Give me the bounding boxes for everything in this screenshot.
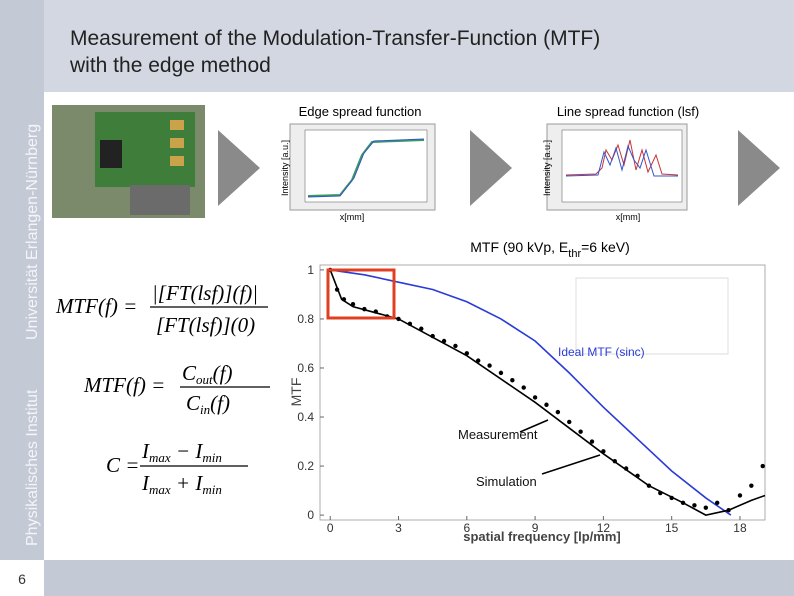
formula: MTF(f) = |[FT(lsf)](f)| [FT(lsf)](0) MTF… — [55, 281, 270, 497]
annotation-arrow — [519, 419, 549, 433]
plot-marks: 0 3 6 9 12 15 18 0 0.2 0.4 0.6 0.8 1 — [297, 263, 766, 535]
x-tick-label: 9 — [532, 521, 539, 535]
annotation: Ideal MTF (sinc) — [558, 345, 645, 359]
x-tick-label: 3 — [395, 521, 402, 535]
y-tick-label: 0.8 — [297, 312, 314, 326]
formula-lhs: MTF(f) = — [55, 294, 137, 318]
page-number: 6 — [18, 571, 26, 587]
data-point — [544, 402, 549, 407]
chart-title: MTF (90 kVp, Ethr=6 keV) — [470, 239, 630, 260]
data-point — [714, 500, 720, 506]
formula-den: [FT(lsf)](0) — [156, 313, 255, 337]
formula-lhs: C = — [106, 453, 139, 477]
data-point — [589, 439, 595, 444]
y-tick-label: 0.2 — [297, 459, 314, 473]
annotation: Simulation — [476, 474, 537, 489]
data-point — [510, 378, 515, 383]
data-point — [498, 370, 504, 376]
header-band — [44, 0, 794, 92]
plot-xlabel: x[mm] — [616, 212, 641, 222]
arrow — [218, 130, 260, 206]
data-point — [521, 385, 526, 390]
plot-ylabel: Intensity [a.u.] — [280, 140, 290, 196]
x-tick-label: 18 — [733, 521, 747, 535]
y-tick-label: 0.4 — [297, 410, 314, 424]
data-point — [532, 395, 538, 400]
data-point — [703, 505, 709, 510]
data-point — [737, 493, 743, 498]
x-tick-label: 15 — [665, 521, 679, 535]
lsf-curve — [565, 144, 678, 177]
x-tick-label: 0 — [327, 521, 334, 535]
slide-title: with the edge method — [69, 54, 271, 77]
formula-num: Imax − Imin — [141, 439, 222, 465]
plot-title: Line spread function (lsf) — [557, 104, 699, 119]
footer-band — [44, 560, 794, 596]
data-point — [567, 419, 572, 425]
formula-lhs: MTF(f) = — [83, 373, 165, 397]
x-tick-label: 12 — [597, 521, 611, 535]
x-axis-label: spatial frequency [lp/mm] — [463, 529, 620, 544]
x-tick-label: 6 — [463, 521, 470, 535]
data-point — [578, 429, 583, 434]
esf-curve — [307, 139, 425, 197]
formula-num: |[FT(lsf)](f)| — [152, 281, 258, 305]
y-tick-label: 1 — [307, 263, 314, 277]
data-point — [555, 409, 561, 415]
series-line — [329, 269, 766, 516]
y-tick-label: 0 — [307, 508, 314, 522]
plot-title: Edge spread function — [299, 104, 422, 119]
lsf-curve — [565, 139, 679, 176]
formula-num: Cout(f) — [182, 361, 232, 387]
data-point — [453, 343, 458, 349]
data-point — [487, 363, 492, 368]
y-axis-label: MTF — [288, 378, 304, 407]
sidebar-text: Universität Erlangen-Nürnberg — [24, 124, 41, 340]
legend-box — [575, 277, 729, 355]
y-tick-label: 0.6 — [297, 361, 314, 375]
zoom-box — [326, 268, 396, 320]
plot-xlabel: x[mm] — [340, 212, 365, 222]
formula-den: Imax + Imin — [141, 471, 222, 497]
esf-curve — [307, 138, 425, 198]
sidebar — [0, 0, 44, 560]
slide-title: Measurement of the Modulation-Transfer-F… — [70, 27, 600, 50]
data-point — [749, 483, 754, 488]
data-point — [760, 463, 765, 469]
plot-area — [561, 129, 683, 203]
annotation: Measurement — [458, 427, 538, 442]
plot-ylabel: Intensity [a.u.] — [542, 140, 552, 196]
arrow — [470, 130, 512, 206]
sidebar-text: Physikalisches Institut — [24, 389, 41, 546]
data-point — [475, 358, 481, 363]
detector-photo — [52, 105, 205, 218]
data-point — [692, 503, 697, 508]
plot-area — [304, 129, 428, 203]
formula-den: Cin(f) — [186, 391, 230, 417]
series-line — [330, 269, 732, 516]
arrow — [738, 130, 780, 206]
annotation-arrow — [541, 454, 601, 475]
